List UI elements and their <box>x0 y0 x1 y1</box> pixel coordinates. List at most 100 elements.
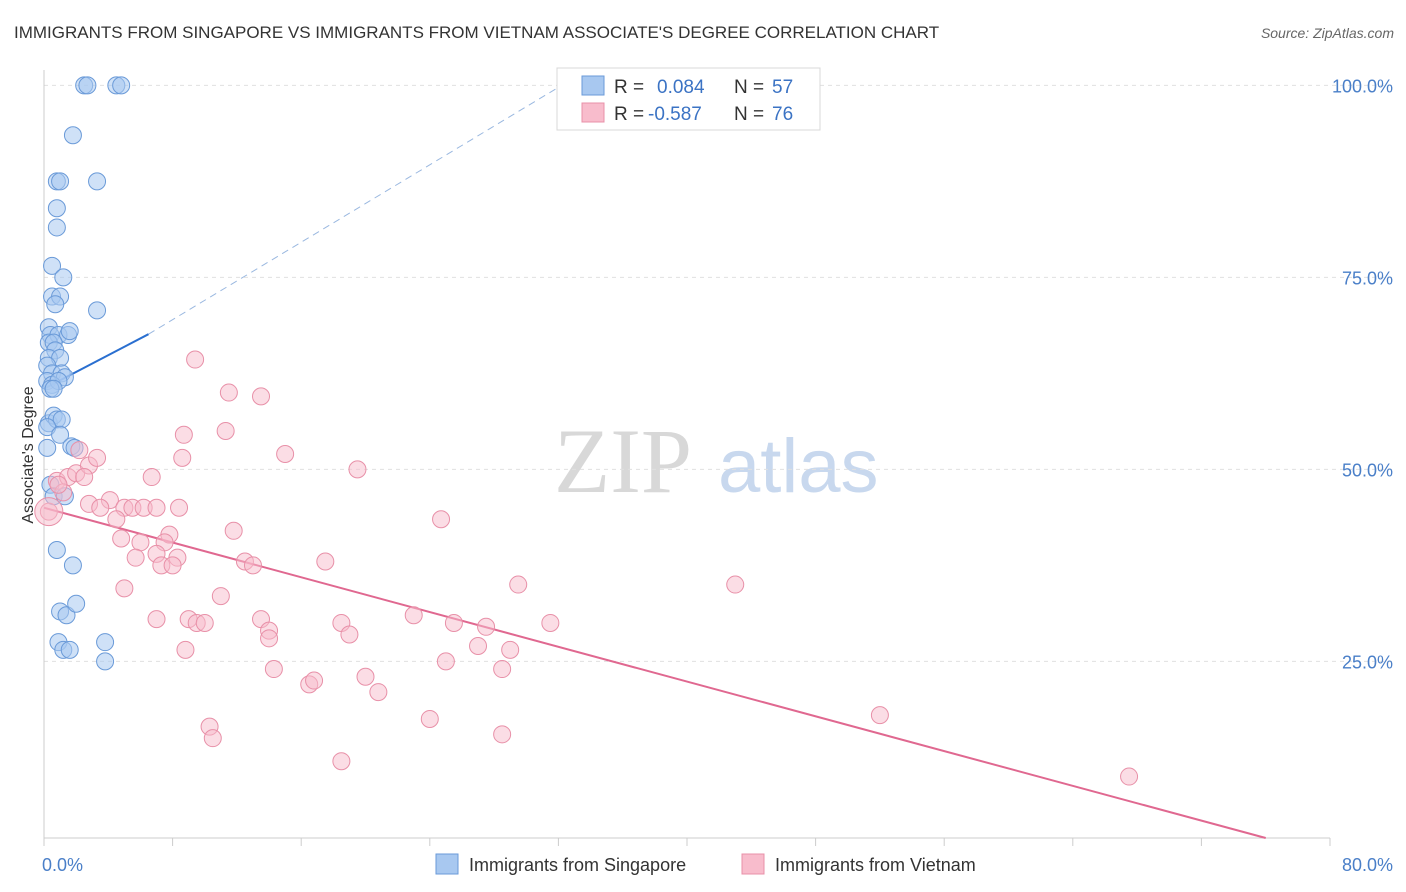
singapore-point-33 <box>44 379 63 398</box>
vietnam-point-20 <box>173 448 192 467</box>
watermark-zip: ZIP <box>554 410 692 512</box>
vietnam-point-24 <box>252 387 271 406</box>
x-tick-labels: 0.0% 80.0% <box>42 855 1393 875</box>
vietnam-point-36 <box>163 556 182 575</box>
vietnam-point-59 <box>176 640 195 659</box>
vietnam-point-4 <box>70 441 89 460</box>
bottom-legend-label-vietnam: Immigrants from Vietnam <box>775 855 976 875</box>
vietnam-point-22 <box>186 350 205 369</box>
bottom-legend: Immigrants from Singapore Immigrants fro… <box>435 853 976 875</box>
singapore-point-46 <box>47 541 66 559</box>
y-tick-label-2: 75.0% <box>1342 268 1393 288</box>
vietnam-point-27 <box>348 460 367 479</box>
vietnam-point-56 <box>509 575 528 594</box>
vietnam-point-64 <box>369 683 388 702</box>
stats-legend-r-label-vietnam: R = <box>614 104 644 125</box>
singapore-point-6 <box>88 172 107 191</box>
vietnam-point-48 <box>147 610 166 629</box>
vietnam-point-66 <box>469 637 488 655</box>
singapore-point-39 <box>51 425 70 444</box>
singapore-point-53 <box>60 640 79 659</box>
chart-title: IMMIGRANTS FROM SINGAPORE VS IMMIGRANTS … <box>14 23 939 42</box>
chart-source: Source: ZipAtlas.com <box>1261 25 1394 41</box>
singapore-point-3 <box>63 126 82 145</box>
x-tick-label-1: 80.0% <box>1342 855 1393 875</box>
vietnam-point-50 <box>260 629 279 648</box>
vietnam-point-23 <box>219 383 238 402</box>
stats-legend-swatch-singapore <box>581 75 605 96</box>
vietnam-point-39 <box>243 556 262 575</box>
singapore-point-7 <box>47 199 66 218</box>
y-tick-label-3: 100.0% <box>1332 76 1393 96</box>
vietnam-point-60 <box>264 660 283 679</box>
singapore-point-19 <box>60 322 79 341</box>
vietnam-point-14 <box>107 510 126 529</box>
vietnam-point-19 <box>142 468 161 487</box>
vietnam-point-12 <box>91 498 110 517</box>
singapore-point-2 <box>112 76 131 95</box>
vietnam-trend-line <box>43 506 1266 839</box>
vietnam-point-37 <box>224 521 243 540</box>
vietnam-point-32 <box>126 548 145 567</box>
watermark: ZIP atlas <box>554 410 879 512</box>
stats-legend-n-label-singapore: N = <box>734 77 764 98</box>
vietnam-point-74 <box>870 706 889 725</box>
watermark-atlas: atlas <box>718 424 879 509</box>
y-tick-label-1: 50.0% <box>1342 460 1393 480</box>
singapore-point-54 <box>96 633 115 652</box>
vietnam-point-72 <box>420 709 439 728</box>
singapore-trend-extension <box>148 77 575 335</box>
singapore-point-55 <box>96 652 115 671</box>
vietnam-points <box>34 350 1139 786</box>
singapore-point-5 <box>51 172 70 191</box>
bottom-legend-swatch-singapore <box>435 853 459 875</box>
vietnam-point-28 <box>112 529 131 548</box>
vietnam-point-29 <box>131 533 150 552</box>
vietnam-point-41 <box>432 510 451 529</box>
stats-legend-r-label-singapore: R = <box>614 77 644 98</box>
singapore-point-40 <box>38 438 57 457</box>
x-tick-label-0: 0.0% <box>42 855 83 875</box>
vietnam-point-18 <box>170 498 189 517</box>
vietnam-point-9 <box>75 468 94 487</box>
singapore-point-9 <box>43 256 62 275</box>
y-tick-labels: 25.0% 50.0% 75.0% 100.0% <box>1332 76 1393 672</box>
vietnam-point-53 <box>404 606 423 625</box>
vietnam-point-67 <box>493 660 512 679</box>
vietnam-point-75 <box>1120 767 1139 786</box>
vietnam-point-63 <box>356 667 375 686</box>
vietnam-point-54 <box>444 613 463 632</box>
singapore-point-47 <box>63 556 82 575</box>
vietnam-point-70 <box>203 729 222 748</box>
stats-legend-n-value-singapore: 57 <box>772 77 793 98</box>
stats-legend-r-value-singapore: 0.084 <box>657 77 705 98</box>
singapore-point-56 <box>78 76 97 95</box>
bottom-legend-swatch-vietnam <box>741 853 765 875</box>
y-tick-label-0: 25.0% <box>1342 652 1393 672</box>
vietnam-point-68 <box>501 640 520 659</box>
stats-legend-n-value-vietnam: 76 <box>772 104 793 125</box>
stats-legend-swatch-vietnam <box>581 102 605 123</box>
vietnam-point-71 <box>332 752 351 771</box>
vietnam-point-57 <box>541 613 560 632</box>
vietnam-point-17 <box>147 498 166 517</box>
vietnam-point-8 <box>49 475 68 494</box>
singapore-point-10 <box>54 268 73 287</box>
vietnam-point-cluster <box>34 497 64 527</box>
vietnam-point-52 <box>340 625 359 644</box>
vietnam-point-58 <box>726 575 745 594</box>
vietnam-point-6 <box>88 448 107 467</box>
vietnam-point-42 <box>115 579 134 598</box>
singapore-point-49 <box>57 606 76 625</box>
vietnam-point-40 <box>316 552 335 571</box>
singapore-point-14 <box>88 301 107 320</box>
bottom-legend-label-singapore: Immigrants from Singapore <box>469 855 686 875</box>
vietnam-point-46 <box>195 613 214 632</box>
singapore-point-13 <box>46 295 65 314</box>
singapore-point-8 <box>47 218 66 237</box>
stats-legend-r-value-vietnam: -0.587 <box>648 104 702 125</box>
vietnam-point-73 <box>493 725 512 744</box>
gridlines <box>44 84 1394 662</box>
vietnam-point-25 <box>216 421 235 440</box>
